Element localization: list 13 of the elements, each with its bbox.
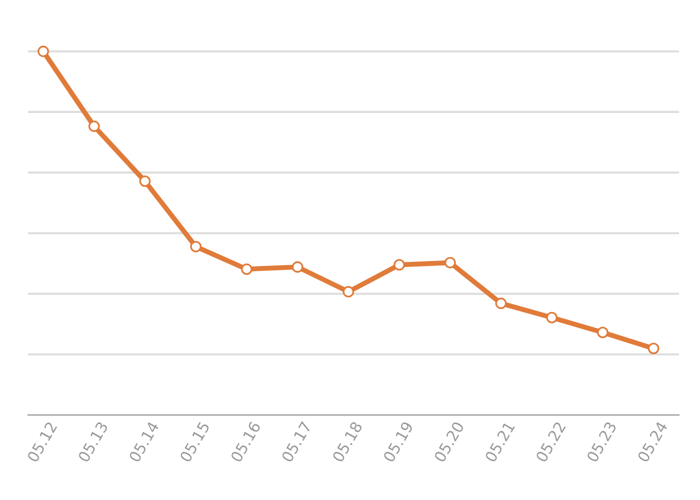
point [139, 175, 151, 187]
point [546, 312, 558, 324]
point [444, 256, 456, 268]
point [190, 240, 202, 252]
point [38, 46, 49, 58]
point [241, 263, 252, 275]
point [648, 342, 660, 354]
point [597, 326, 608, 338]
point [342, 286, 354, 298]
point [292, 261, 304, 273]
point [394, 259, 405, 271]
point [88, 120, 100, 132]
point [495, 298, 507, 310]
